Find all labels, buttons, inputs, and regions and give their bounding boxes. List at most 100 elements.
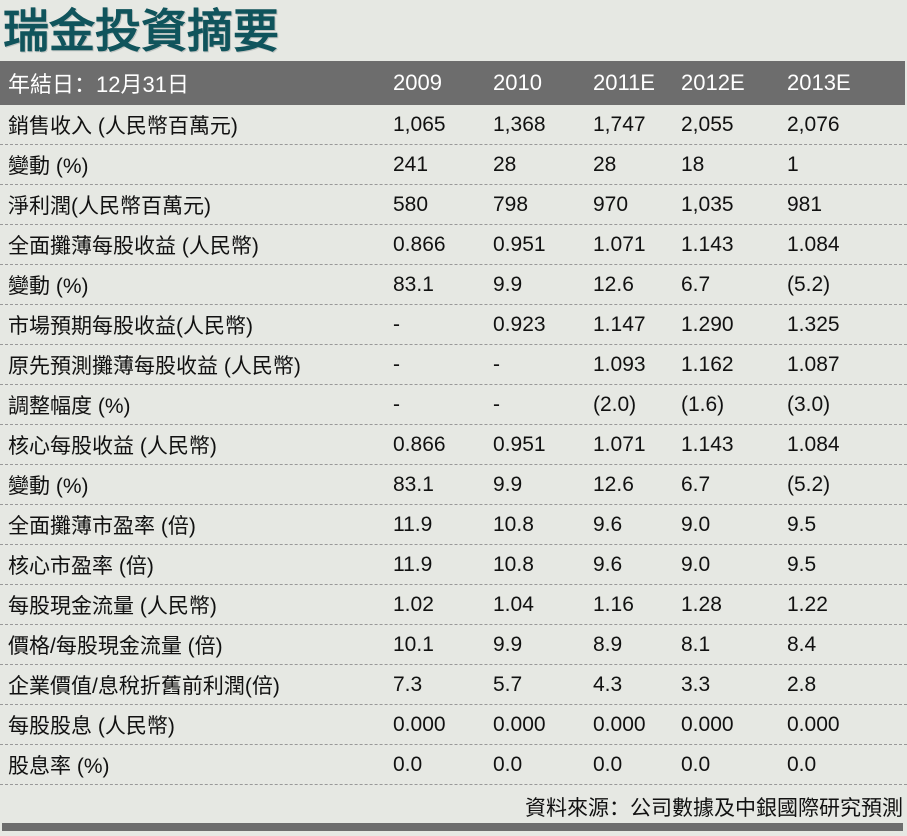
row-value: 9.6 (593, 512, 623, 536)
header-fiscal-year-label: 年結日：12月31日 (8, 72, 189, 97)
row-value: 1.04 (493, 592, 534, 616)
row-value: 0.866 (393, 232, 446, 256)
row-value: 1.084 (787, 432, 840, 456)
row-value: 0.000 (393, 712, 446, 736)
row-label: 調整幅度 (%) (8, 394, 131, 418)
row-value: (5.2) (787, 472, 831, 496)
row-label: 核心每股收益 (人民幣) (8, 434, 217, 458)
page-title: 瑞金投資摘要 (3, 5, 279, 57)
row-value: 2.8 (787, 672, 817, 696)
row-value: 10.8 (493, 512, 534, 536)
row-value: 0.000 (593, 712, 646, 736)
row-value: 981 (787, 192, 823, 216)
row-label: 變動 (%) (8, 154, 89, 178)
table-header-row: 年結日：12月31日 2009 2010 2011E 2012E 2013E (0, 61, 905, 105)
row-label: 變動 (%) (8, 474, 89, 498)
row-label: 全面攤薄市盈率 (倍) (8, 514, 196, 538)
row-value: 9.5 (787, 512, 817, 536)
row-value: 9.6 (593, 552, 623, 576)
row-value: 0.000 (493, 712, 546, 736)
row-value: 0.923 (493, 312, 546, 336)
row-value: 1 (787, 152, 799, 176)
header-col-2012e: 2012E (681, 70, 745, 95)
row-value: - (393, 392, 400, 416)
row-value: 2,055 (681, 112, 734, 136)
header-col-2011e: 2011E (593, 70, 655, 95)
row-value: - (493, 392, 500, 416)
row-value: 11.9 (393, 552, 433, 576)
row-value: 1,747 (593, 112, 646, 136)
table-row: 全面攤薄市盈率 (倍) 11.9 10.8 9.6 9.0 9.5 (0, 505, 907, 545)
row-value: 3.3 (681, 672, 711, 696)
row-value: 0.951 (493, 432, 546, 456)
row-label: 變動 (%) (8, 274, 89, 298)
row-value: 1.02 (393, 592, 434, 616)
row-value: 28 (593, 152, 617, 176)
row-value: 9.9 (493, 472, 523, 496)
table-row: 全面攤薄每股收益 (人民幣) 0.866 0.951 1.071 1.143 1… (0, 225, 907, 265)
row-value: 970 (593, 192, 629, 216)
row-value: 1.28 (681, 592, 722, 616)
table-row: 淨利潤(人民幣百萬元) 580 798 970 1,035 981 (0, 185, 907, 225)
row-value: 1.143 (681, 432, 734, 456)
header-col-2013e: 2013E (787, 70, 851, 95)
table-row: 調整幅度 (%) - - (2.0) (1.6) (3.0) (0, 385, 907, 425)
row-value: 11.9 (393, 512, 433, 536)
row-label: 每股現金流量 (人民幣) (8, 594, 217, 618)
row-value: 6.7 (681, 272, 711, 296)
row-value: 1.162 (681, 352, 734, 376)
table-row: 股息率 (%) 0.0 0.0 0.0 0.0 0.0 (0, 745, 907, 785)
row-value: 9.9 (493, 632, 523, 656)
row-label: 全面攤薄每股收益 (人民幣) (8, 234, 259, 258)
table-body: 銷售收入 (人民幣百萬元) 1,065 1,368 1,747 2,055 2,… (0, 105, 907, 785)
row-value: 1.290 (681, 312, 734, 336)
row-value: 1.143 (681, 232, 734, 256)
row-value: (5.2) (787, 272, 831, 296)
row-value: 9.0 (681, 552, 711, 576)
row-value: 1.22 (787, 592, 828, 616)
row-value: 0.000 (681, 712, 734, 736)
row-value: 1.087 (787, 352, 840, 376)
row-value: 4.3 (593, 672, 623, 696)
table-row: 核心每股收益 (人民幣) 0.866 0.951 1.071 1.143 1.0… (0, 425, 907, 465)
row-value: 1,368 (493, 112, 546, 136)
row-value: 0.951 (493, 232, 546, 256)
row-value: 241 (393, 152, 429, 176)
row-label: 價格/每股現金流量 (倍) (8, 634, 223, 658)
table-row: 價格/每股現金流量 (倍) 10.1 9.9 8.9 8.1 8.4 (0, 625, 907, 665)
table-row: 核心市盈率 (倍) 11.9 10.8 9.6 9.0 9.5 (0, 545, 907, 585)
row-value: 798 (493, 192, 529, 216)
row-value: - (393, 312, 400, 336)
row-value: - (393, 352, 400, 376)
table-row: 變動 (%) 83.1 9.9 12.6 6.7 (5.2) (0, 265, 907, 305)
row-value: 7.3 (393, 672, 423, 696)
row-value: 12.6 (593, 272, 634, 296)
row-value: - (493, 352, 500, 376)
row-value: 28 (493, 152, 517, 176)
row-value: 10.8 (493, 552, 534, 576)
row-value: 8.1 (681, 632, 711, 656)
row-label: 股息率 (%) (8, 754, 110, 778)
table-row: 每股股息 (人民幣) 0.000 0.000 0.000 0.000 0.000 (0, 705, 907, 745)
table-row: 原先預測攤薄每股收益 (人民幣) - - 1.093 1.162 1.087 (0, 345, 907, 385)
row-value: 5.7 (493, 672, 523, 696)
row-value: 1,035 (681, 192, 734, 216)
row-label: 核心市盈率 (倍) (8, 554, 154, 578)
row-value: 18 (681, 152, 705, 176)
row-value: 1.071 (593, 232, 646, 256)
row-label: 淨利潤(人民幣百萬元) (8, 194, 211, 218)
row-value: (2.0) (593, 392, 637, 416)
table-row: 市場預期每股收益(人民幣) - 0.923 1.147 1.290 1.325 (0, 305, 907, 345)
row-value: 0.0 (593, 752, 623, 776)
table-row: 企業價值/息稅折舊前利潤(倍) 7.3 5.7 4.3 3.3 2.8 (0, 665, 907, 705)
row-value: 9.5 (787, 552, 817, 576)
row-value: (1.6) (681, 392, 725, 416)
row-value: 580 (393, 192, 429, 216)
table-row: 變動 (%) 83.1 9.9 12.6 6.7 (5.2) (0, 465, 907, 505)
row-value: 0.0 (681, 752, 711, 776)
bottom-bar (2, 823, 903, 831)
row-value: 0.866 (393, 432, 446, 456)
row-value: 0.000 (787, 712, 840, 736)
row-value: (3.0) (787, 392, 831, 416)
